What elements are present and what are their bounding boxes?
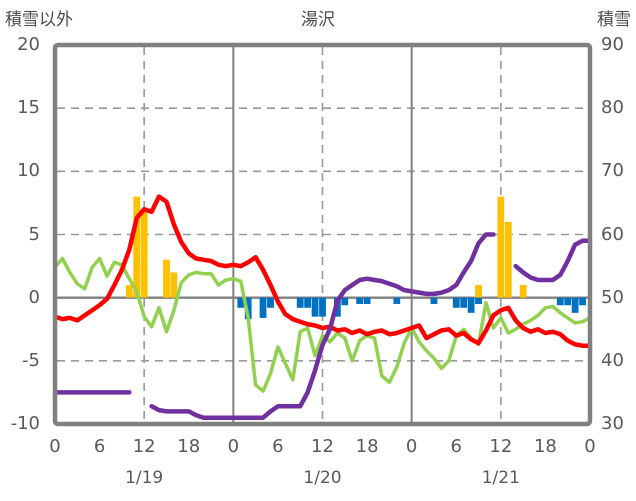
hour-tick-label: 6 <box>450 436 462 457</box>
blue-bar <box>467 297 475 313</box>
blue-bar <box>259 297 267 318</box>
left-axis-tick-label: 0 <box>28 286 40 308</box>
left-axis-tick-label: 5 <box>28 223 40 245</box>
hour-tick-label: 6 <box>272 436 284 457</box>
left-axis-tick-label: -5 <box>22 349 40 371</box>
right-axis-tick-label: 70 <box>601 160 624 182</box>
plot-border <box>52 42 593 427</box>
left-axis-title: 積雪以外 <box>5 10 73 30</box>
hour-tick-label: 18 <box>355 436 379 457</box>
right-axis-tick-label: 80 <box>601 97 624 119</box>
hour-tick-label: 0 <box>227 436 240 457</box>
orange-bar <box>125 285 133 298</box>
hour-tick-label: 18 <box>177 436 201 457</box>
chart-title: 湯沢 <box>301 10 335 30</box>
left-axis-tick-label: 20 <box>17 34 40 55</box>
blue-bar <box>460 297 468 308</box>
right-axis-tick-label: 40 <box>601 349 624 371</box>
blue-bar <box>363 297 371 304</box>
hour-tick-label: 6 <box>93 436 106 457</box>
right-axis-tick-label: 50 <box>601 286 624 308</box>
blue-bar <box>556 297 564 306</box>
purple-line <box>52 232 593 420</box>
hour-tick-label: 12 <box>132 436 156 457</box>
blue-bar <box>304 297 312 308</box>
green-line <box>53 256 592 393</box>
blue-bar <box>452 297 460 308</box>
hour-tick-label: 12 <box>489 436 513 457</box>
day-label: 1/21 <box>481 468 520 488</box>
hour-tick-label: 0 <box>584 436 596 457</box>
blue-bar <box>579 297 586 306</box>
orange-bar <box>133 196 141 298</box>
right-axis-tick-label: 30 <box>601 413 624 434</box>
right-axis-tick-label: 60 <box>601 223 624 245</box>
hour-tick-label: 0 <box>49 436 61 457</box>
day-label: 1/20 <box>303 468 342 488</box>
blue-bar <box>319 297 326 317</box>
right-axis-title: 積雪 <box>597 10 631 30</box>
left-axis-tick-label: -10 <box>10 413 40 434</box>
left-axis-tick-label: 15 <box>17 97 40 119</box>
orange-bar <box>140 209 148 298</box>
blue-bar <box>311 297 319 317</box>
blue-bar <box>341 297 349 306</box>
blue-bar <box>475 297 482 304</box>
blue-bar <box>356 297 364 304</box>
blue-bar <box>244 297 252 320</box>
day-label: 1/19 <box>125 468 164 488</box>
blue-bar <box>393 297 401 304</box>
hour-tick-label: 0 <box>405 436 418 457</box>
right-axis-tick-label: 90 <box>601 34 624 55</box>
hour-tick-label: 18 <box>533 436 557 457</box>
orange-bar <box>170 272 178 298</box>
orange-bar <box>504 221 512 298</box>
blue-bar <box>237 297 245 308</box>
blue-bar <box>430 297 438 304</box>
blue-bar <box>296 297 304 308</box>
orange-bar <box>475 285 482 298</box>
red-line <box>52 194 593 348</box>
blue-bar <box>571 297 579 313</box>
blue-bar <box>267 297 274 308</box>
orange-bar <box>519 285 527 298</box>
hour-tick-label: 12 <box>311 436 334 457</box>
orange-bar <box>497 196 505 298</box>
blue-bar <box>564 297 572 306</box>
orange-bar <box>163 259 170 298</box>
left-axis-tick-label: 10 <box>17 160 40 182</box>
